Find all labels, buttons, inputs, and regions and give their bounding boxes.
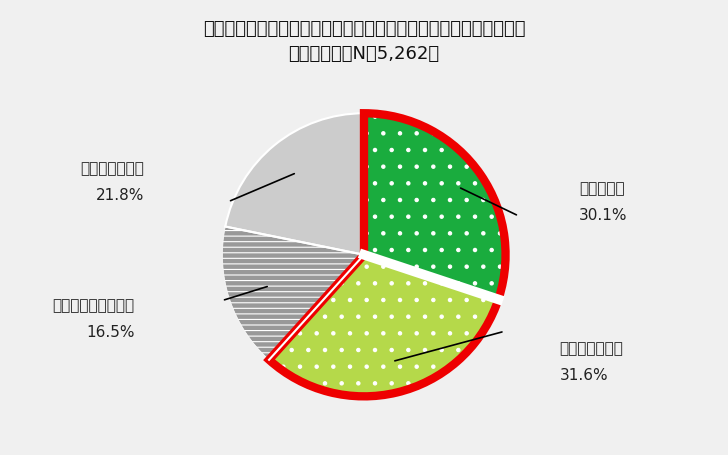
Text: あてはまらない: あてはまらない [81, 161, 145, 176]
Text: （単一回答：N＝5,262）: （単一回答：N＝5,262） [288, 46, 440, 64]
Text: 30.1%: 30.1% [579, 207, 628, 222]
Text: ややあてはまらない: ややあてはまらない [52, 298, 135, 313]
Text: 16.5%: 16.5% [86, 325, 135, 340]
Text: 31.6%: 31.6% [559, 368, 608, 383]
Text: 新型コロナウイルス感染症流行以前と比較して運動不足になったか: 新型コロナウイルス感染症流行以前と比較して運動不足になったか [203, 20, 525, 39]
Text: あてはまる: あてはまる [579, 181, 625, 196]
Wedge shape [225, 113, 364, 255]
Text: ややあてはまる: ややあてはまる [559, 341, 623, 356]
Wedge shape [364, 113, 505, 299]
Wedge shape [269, 255, 499, 396]
Wedge shape [223, 227, 364, 360]
Text: 21.8%: 21.8% [96, 188, 145, 203]
